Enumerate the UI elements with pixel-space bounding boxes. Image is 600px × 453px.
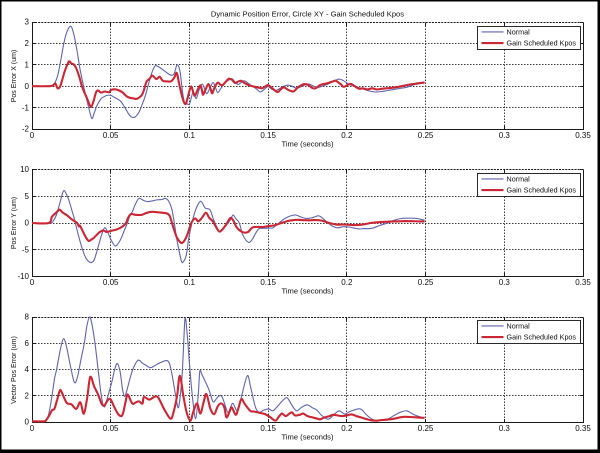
svg-text:0.35: 0.35	[575, 424, 591, 433]
svg-text:0: 0	[30, 424, 35, 433]
svg-text:6: 6	[25, 339, 30, 348]
svg-text:0.25: 0.25	[418, 424, 434, 433]
svg-text:0.3: 0.3	[499, 278, 511, 287]
svg-text:2: 2	[25, 39, 30, 48]
svg-text:0.3: 0.3	[499, 131, 511, 140]
svg-text:Gain Scheduled Kpos: Gain Scheduled Kpos	[507, 333, 577, 342]
svg-text:0.2: 0.2	[341, 424, 353, 433]
svg-text:Time (seconds): Time (seconds)	[281, 433, 334, 442]
svg-text:Normal: Normal	[507, 28, 531, 37]
svg-text:Gain Scheduled Kpos: Gain Scheduled Kpos	[507, 186, 577, 195]
svg-text:-5: -5	[22, 245, 30, 254]
svg-text:0.15: 0.15	[260, 131, 276, 140]
svg-text:0: 0	[30, 278, 35, 287]
svg-text:Pos Error Y (um): Pos Error Y (um)	[11, 197, 18, 249]
svg-text:Normal: Normal	[507, 175, 531, 184]
svg-text:Time (seconds): Time (seconds)	[281, 140, 334, 149]
svg-text:Dynamic Position Error, Circle: Dynamic Position Error, Circle XY - Gain…	[211, 10, 404, 19]
svg-text:Gain Scheduled Kpos: Gain Scheduled Kpos	[507, 39, 577, 48]
svg-text:0.15: 0.15	[260, 424, 276, 433]
svg-text:0.25: 0.25	[418, 131, 434, 140]
svg-text:0.05: 0.05	[103, 131, 119, 140]
svg-text:8: 8	[25, 313, 30, 322]
svg-text:-1: -1	[22, 103, 30, 112]
svg-text:0.1: 0.1	[184, 424, 196, 433]
svg-text:-2: -2	[22, 125, 30, 134]
svg-text:0.3: 0.3	[499, 424, 511, 433]
svg-text:Normal: Normal	[507, 322, 531, 331]
svg-text:5: 5	[25, 192, 30, 201]
svg-text:0.1: 0.1	[184, 131, 196, 140]
svg-text:-10: -10	[17, 272, 29, 281]
svg-text:0: 0	[25, 418, 30, 427]
svg-text:2: 2	[25, 391, 30, 400]
svg-text:Vector Pos Error (um): Vector Pos Error (um)	[11, 336, 18, 404]
svg-text:0.25: 0.25	[418, 278, 434, 287]
svg-text:0: 0	[25, 219, 30, 228]
svg-text:3: 3	[25, 18, 30, 27]
svg-text:0.1: 0.1	[184, 278, 196, 287]
svg-text:0.2: 0.2	[341, 131, 353, 140]
svg-text:0.35: 0.35	[575, 278, 591, 287]
svg-text:1: 1	[25, 61, 30, 70]
svg-text:10: 10	[20, 165, 29, 174]
svg-text:0.2: 0.2	[341, 278, 353, 287]
svg-text:0.05: 0.05	[103, 424, 119, 433]
svg-text:0: 0	[30, 131, 35, 140]
svg-text:0.35: 0.35	[575, 131, 591, 140]
svg-text:0.05: 0.05	[103, 278, 119, 287]
svg-text:0: 0	[25, 82, 30, 91]
svg-text:4: 4	[25, 365, 30, 374]
svg-text:Pos Error X (um): Pos Error X (um)	[11, 50, 18, 103]
svg-text:Time (seconds): Time (seconds)	[281, 287, 334, 296]
svg-text:0.15: 0.15	[260, 278, 276, 287]
